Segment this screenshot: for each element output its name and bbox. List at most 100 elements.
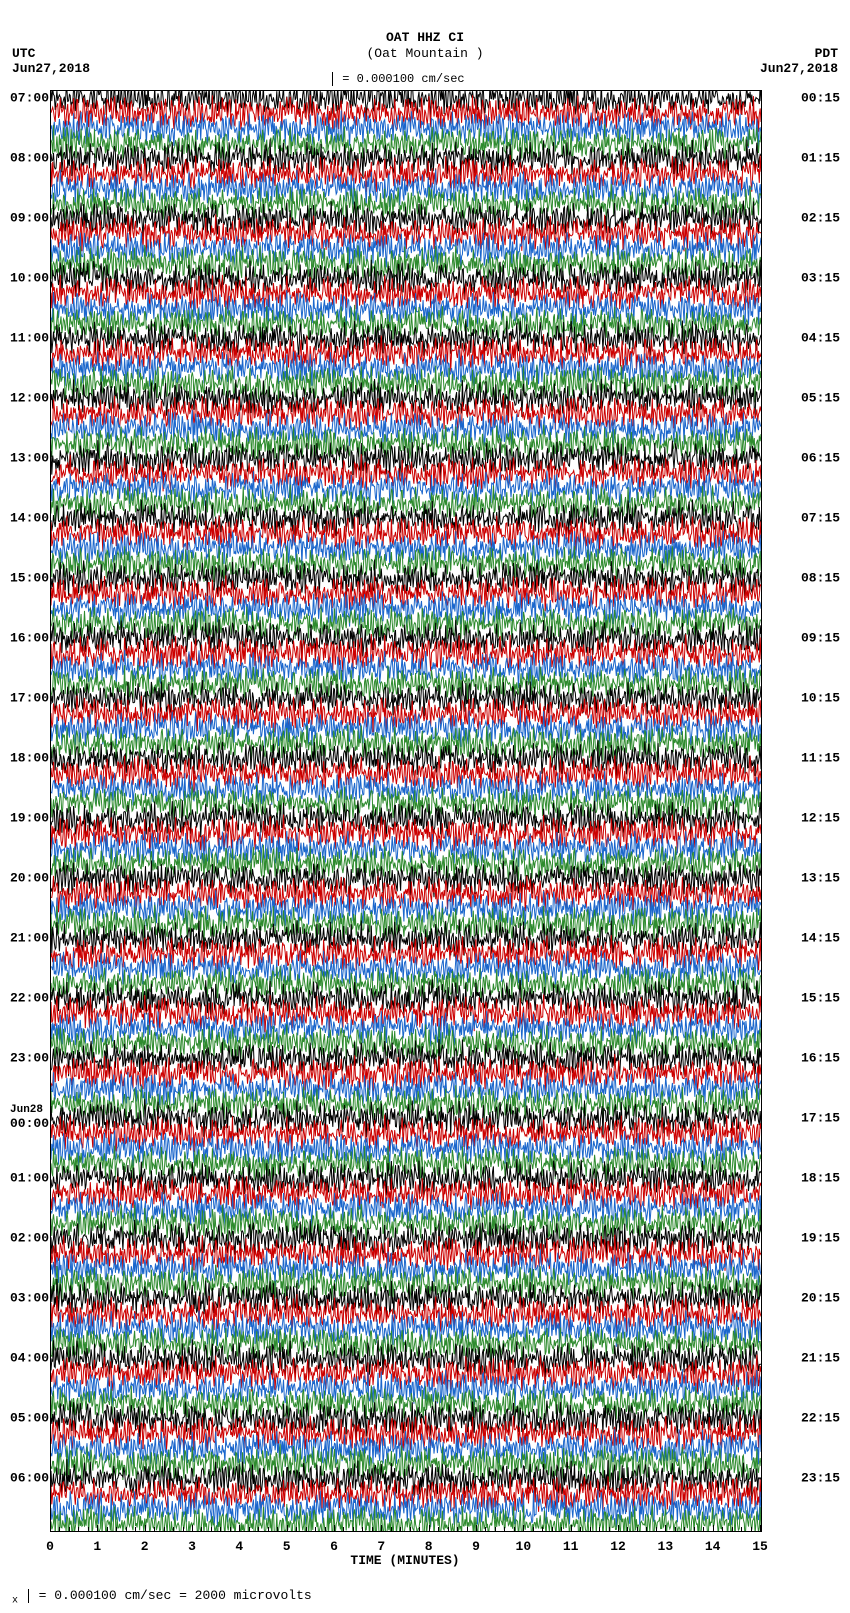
pdt-hour-label: 23:15	[801, 1470, 840, 1485]
x-tick-minor	[353, 1527, 354, 1531]
pdt-hour-label: 17:15	[801, 1110, 840, 1125]
x-tick-major	[429, 1525, 430, 1531]
x-tick-minor	[268, 1527, 269, 1531]
pdt-hour-label: 07:15	[801, 510, 840, 525]
x-tick-minor	[296, 1527, 297, 1531]
hour-text: 09:00	[10, 210, 49, 225]
pdt-hour-label: 15:15	[801, 990, 840, 1005]
x-tick-minor	[400, 1527, 401, 1531]
x-tick-minor	[116, 1527, 117, 1531]
utc-hour-label: 22:00	[10, 990, 49, 1005]
x-tick-minor	[656, 1527, 657, 1531]
chart-header: OAT HHZ CI (Oat Mountain )	[0, 30, 850, 61]
pdt-hour-label: 08:15	[801, 570, 840, 585]
pdt-hour-label: 03:15	[801, 270, 840, 285]
x-tick-minor	[306, 1527, 307, 1531]
x-tick-minor	[126, 1527, 127, 1531]
x-tick-minor	[448, 1527, 449, 1531]
x-tick-minor	[722, 1527, 723, 1531]
pdt-hour-label: 21:15	[801, 1350, 840, 1365]
x-tick-minor	[277, 1527, 278, 1531]
x-tick-minor	[343, 1527, 344, 1531]
x-tick-minor	[485, 1527, 486, 1531]
tz-right-date: Jun27,2018	[760, 62, 838, 77]
hour-text: 22:00	[10, 990, 49, 1005]
x-tick-minor	[69, 1527, 70, 1531]
pdt-hour-label: 02:15	[801, 210, 840, 225]
pdt-hour-label: 14:15	[801, 930, 840, 945]
x-tick-major	[50, 1525, 51, 1531]
tz-left-label: UTC	[12, 47, 90, 62]
pdt-hour-label: 12:15	[801, 810, 840, 825]
x-tick-minor	[230, 1527, 231, 1531]
x-tick-minor	[325, 1527, 326, 1531]
utc-hour-label: 07:00	[10, 90, 49, 105]
x-tick-minor	[258, 1527, 259, 1531]
utc-hour-label: 17:00	[10, 690, 49, 705]
pdt-hour-label: 05:15	[801, 390, 840, 405]
x-tick-minor	[419, 1527, 420, 1531]
utc-hour-label: 08:00	[10, 150, 49, 165]
x-tick-minor	[135, 1527, 136, 1531]
hour-text: 17:00	[10, 690, 49, 705]
pdt-hour-label: 19:15	[801, 1230, 840, 1245]
x-tick-major	[381, 1525, 382, 1531]
hour-text: 10:00	[10, 270, 49, 285]
hour-text: 01:00	[10, 1170, 49, 1185]
pdt-hour-label: 20:15	[801, 1290, 840, 1305]
x-tick-major	[760, 1525, 761, 1531]
x-tick-minor	[751, 1527, 752, 1531]
utc-hour-label: 16:00	[10, 630, 49, 645]
utc-hour-label: 14:00	[10, 510, 49, 525]
pdt-hour-label: 11:15	[801, 750, 840, 765]
x-tick-minor	[599, 1527, 600, 1531]
x-axis: 0123456789101112131415 TIME (MINUTES)	[50, 1531, 760, 1581]
utc-hour-label: Jun2800:00	[10, 1105, 49, 1131]
hour-text: 18:00	[10, 750, 49, 765]
utc-hour-label: 23:00	[10, 1050, 49, 1065]
x-tick-minor	[362, 1527, 363, 1531]
utc-hour-label: 20:00	[10, 870, 49, 885]
footer-text: = 0.000100 cm/sec = 2000 microvolts	[39, 1588, 312, 1603]
x-tick-major	[287, 1525, 288, 1531]
x-tick-major	[239, 1525, 240, 1531]
tz-left-block: UTC Jun27,2018	[12, 47, 90, 77]
x-tick-minor	[107, 1527, 108, 1531]
station-subtitle: (Oat Mountain )	[0, 46, 850, 62]
hour-text: 19:00	[10, 810, 49, 825]
x-tick-label: 3	[188, 1539, 196, 1554]
x-tick-minor	[684, 1527, 685, 1531]
x-tick-minor	[457, 1527, 458, 1531]
utc-hour-label: 04:00	[10, 1350, 49, 1365]
trace-container	[51, 91, 761, 1531]
x-tick-major	[334, 1525, 335, 1531]
x-tick-minor	[694, 1527, 695, 1531]
scale-bar-icon	[332, 72, 333, 86]
x-tick-major	[97, 1525, 98, 1531]
x-tick-minor	[173, 1527, 174, 1531]
x-tick-minor	[372, 1527, 373, 1531]
x-tick-minor	[201, 1527, 202, 1531]
x-tick-major	[713, 1525, 714, 1531]
x-tick-label: 14	[705, 1539, 721, 1554]
utc-hour-label: 03:00	[10, 1290, 49, 1305]
utc-hour-label: 09:00	[10, 210, 49, 225]
x-tick-label: 0	[46, 1539, 54, 1554]
x-tick-label: 7	[377, 1539, 385, 1554]
x-tick-minor	[646, 1527, 647, 1531]
x-tick-minor	[154, 1527, 155, 1531]
hour-text: 14:00	[10, 510, 49, 525]
x-tick-label: 4	[235, 1539, 243, 1554]
x-tick-minor	[249, 1527, 250, 1531]
scale-bar-icon	[28, 1589, 29, 1603]
hour-text: 16:00	[10, 630, 49, 645]
x-tick-label: 6	[330, 1539, 338, 1554]
x-tick-major	[192, 1525, 193, 1531]
hour-text: 13:00	[10, 450, 49, 465]
utc-hour-label: 02:00	[10, 1230, 49, 1245]
pdt-hour-label: 06:15	[801, 450, 840, 465]
pdt-hour-label: 00:15	[801, 90, 840, 105]
x-tick-minor	[88, 1527, 89, 1531]
x-tick-minor	[410, 1527, 411, 1531]
utc-hour-label: 05:00	[10, 1410, 49, 1425]
